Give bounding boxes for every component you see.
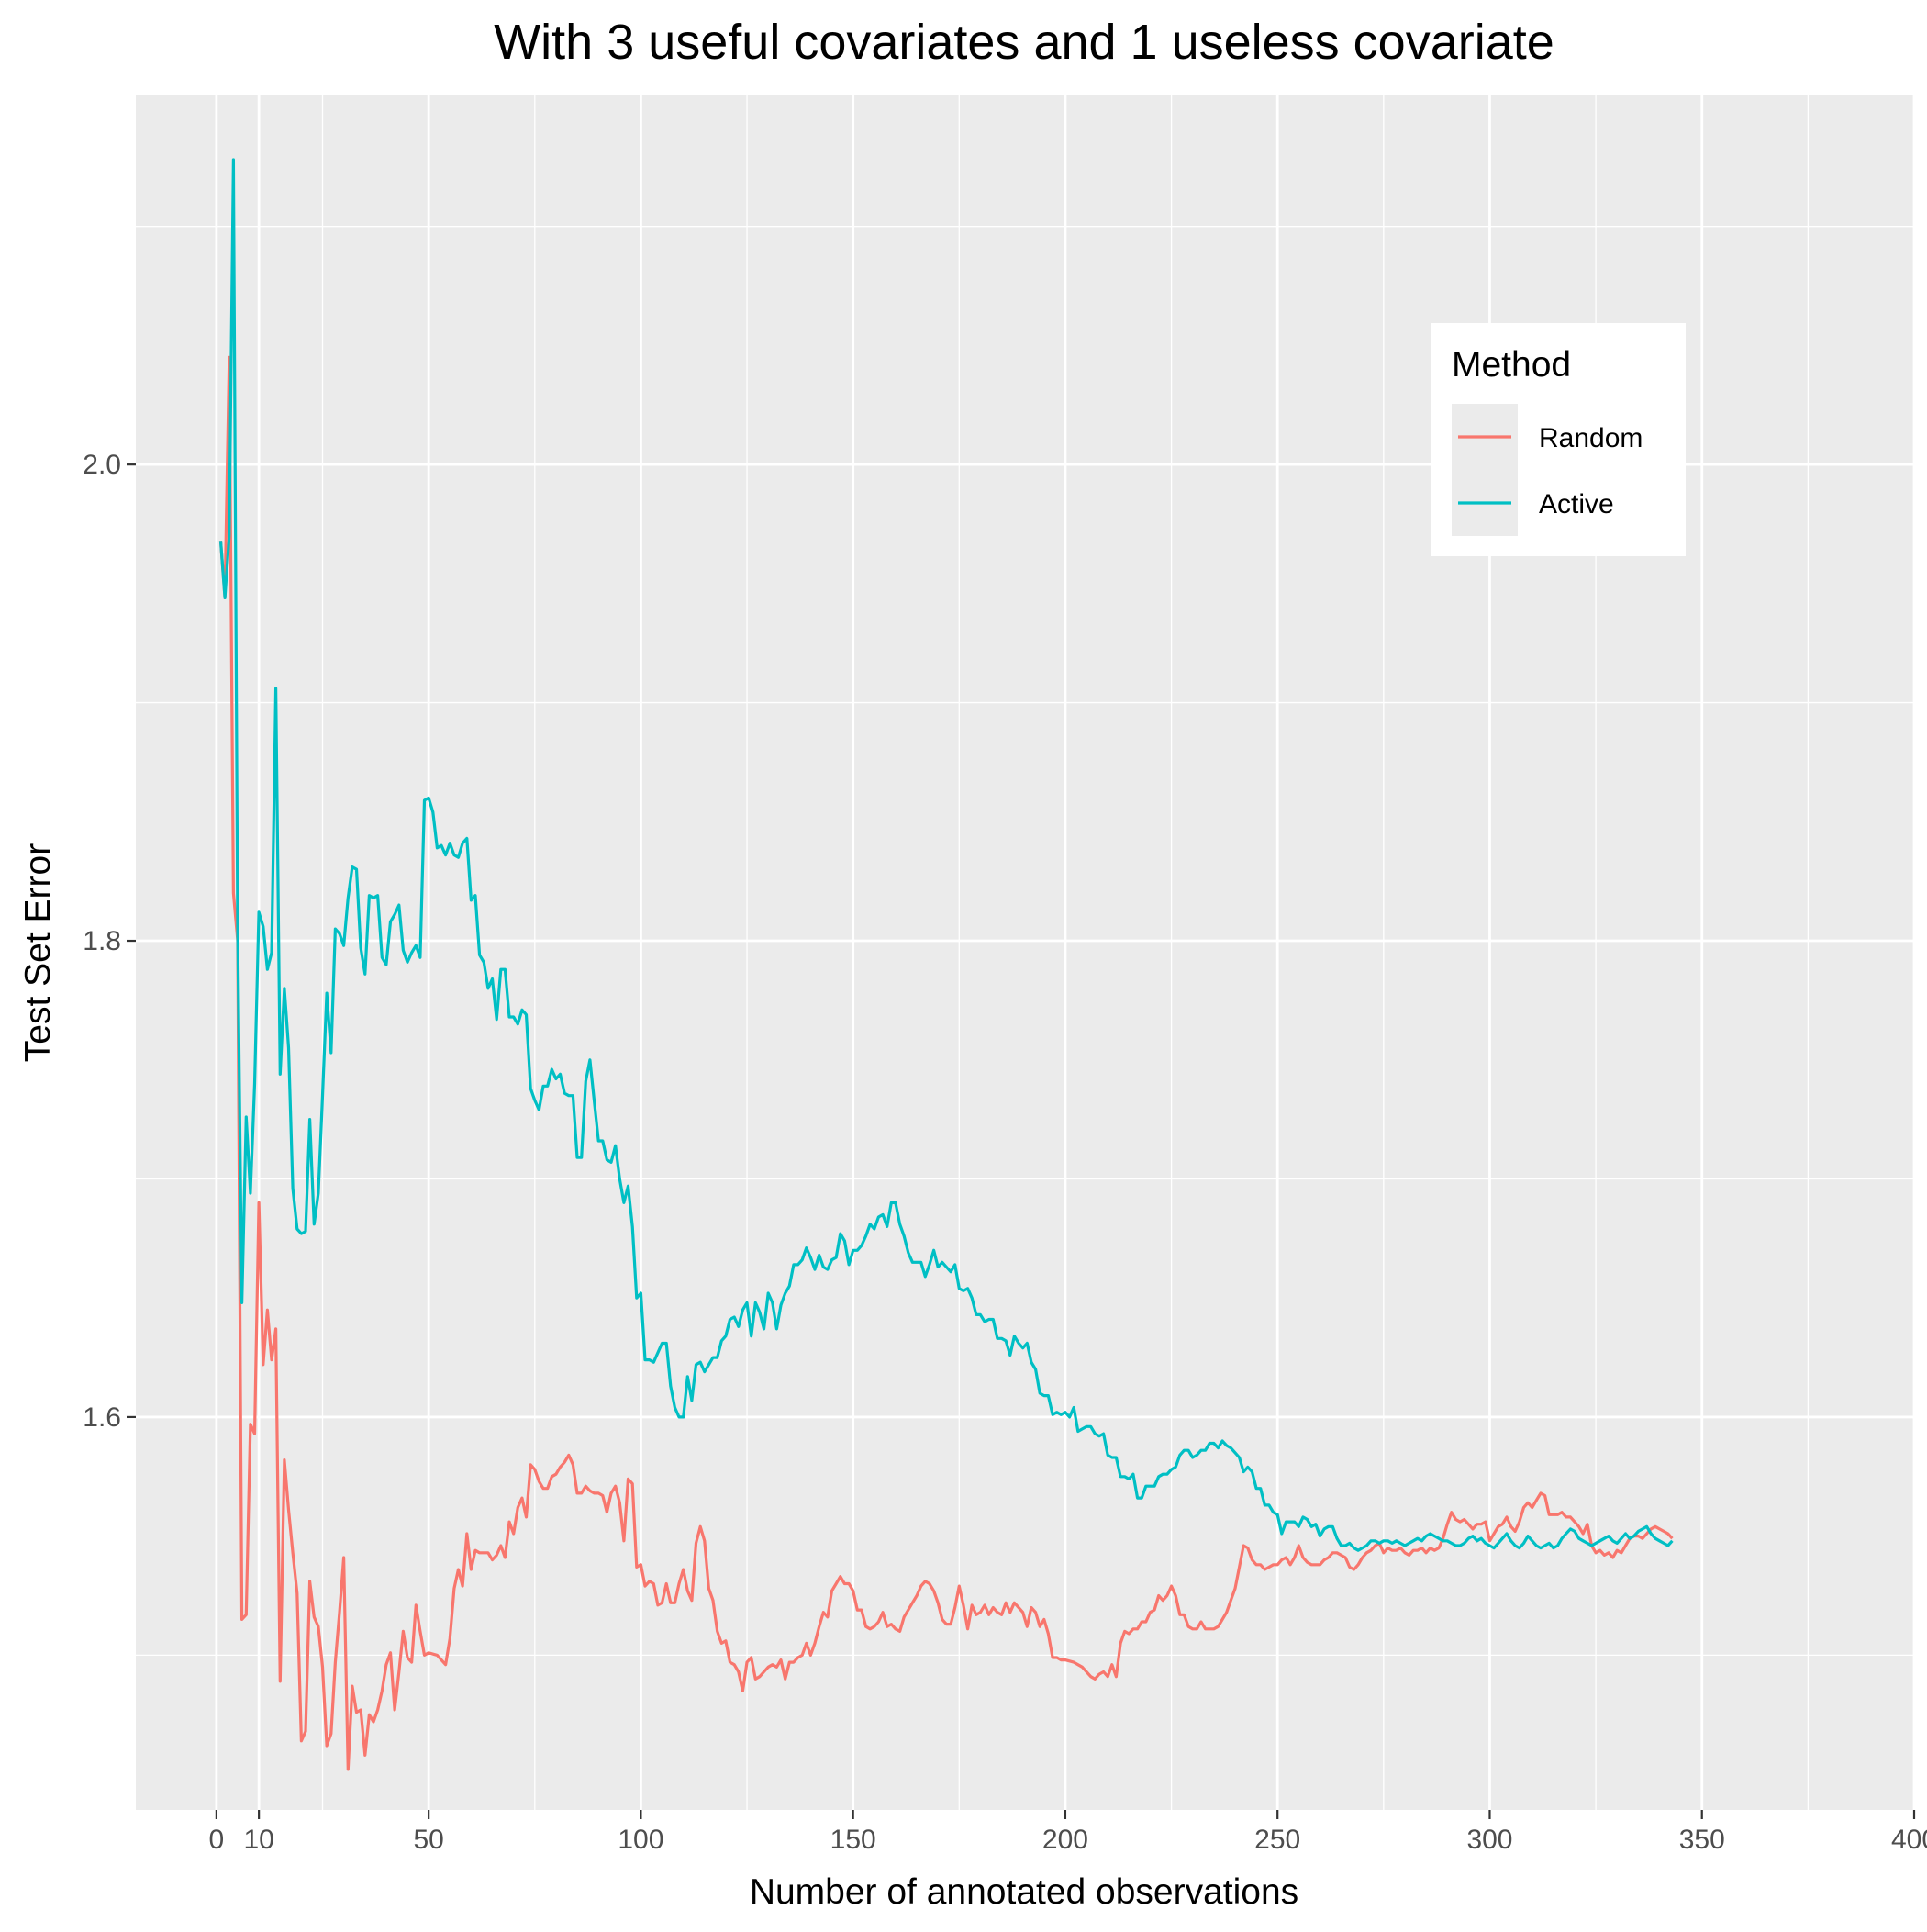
- y-tick-label: 1.6: [83, 1402, 121, 1433]
- x-tick-label: 350: [1679, 1825, 1725, 1855]
- x-tick-label: 50: [413, 1825, 443, 1855]
- x-tick-label: 10: [243, 1825, 273, 1855]
- legend-label-active: Active: [1539, 489, 1614, 519]
- x-tick-label: 150: [830, 1825, 876, 1855]
- legend: Method Random Active: [1431, 323, 1686, 556]
- x-tick-label: 200: [1042, 1825, 1088, 1855]
- chart-title: With 3 useful covariates and 1 useless c…: [494, 15, 1554, 70]
- legend-title: Method: [1452, 345, 1571, 385]
- y-tick-label: 1.8: [83, 926, 121, 956]
- series-line-active: [218, 158, 1674, 1552]
- x-tick-label: 400: [1891, 1825, 1927, 1855]
- legend-label-random: Random: [1539, 423, 1643, 453]
- x-axis-title: Number of annotated observations: [750, 1872, 1298, 1912]
- x-tick-label: 300: [1466, 1825, 1512, 1855]
- series-line-random: [218, 355, 1674, 1771]
- y-tick-label: 2.0: [83, 450, 121, 480]
- y-axis: 1.6 1.8 2.0: [83, 450, 136, 1433]
- legend-items: Random Active: [1452, 404, 1643, 536]
- x-tick-label: 100: [618, 1825, 663, 1855]
- x-tick-label: 250: [1254, 1825, 1300, 1855]
- x-axis: 0 10 50 100 150 200 250 300 350 400: [209, 1810, 1927, 1855]
- series-layer: [218, 158, 1674, 1771]
- x-tick-label: 0: [209, 1825, 225, 1855]
- y-axis-title: Test Set Error: [18, 843, 58, 1062]
